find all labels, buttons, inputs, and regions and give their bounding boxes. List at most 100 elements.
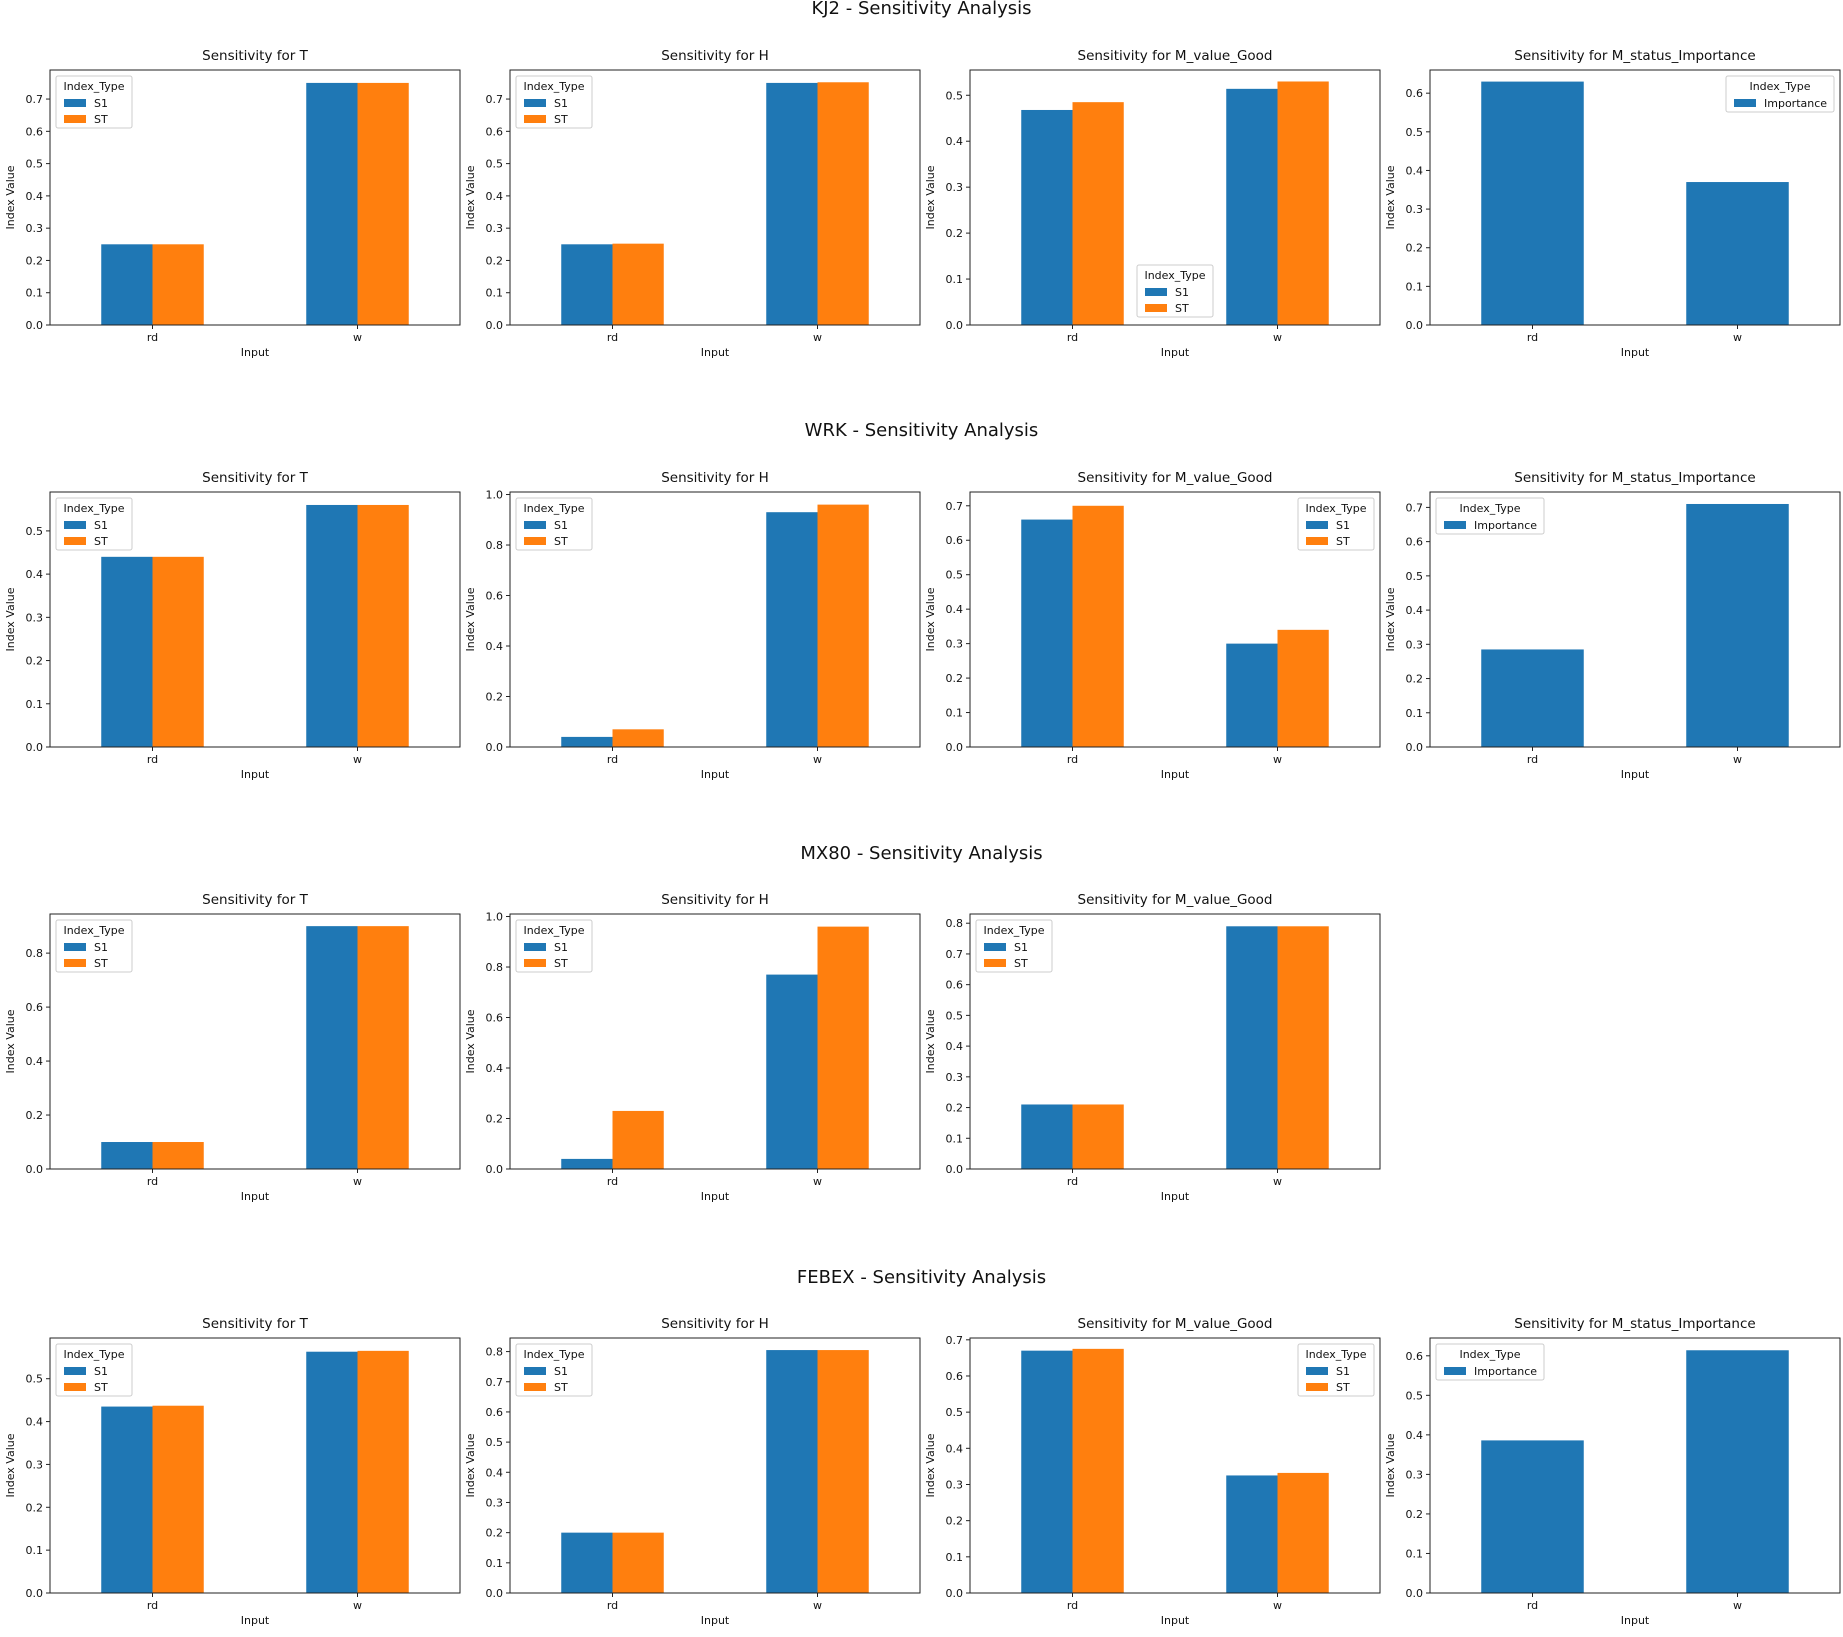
y-tick-label: 0.7 (486, 93, 504, 106)
y-tick-label: 0.4 (26, 190, 44, 203)
y-tick-label: 0.2 (1406, 673, 1424, 686)
chart-panel: Sensitivity for H rd w 0.0 0.1 0.2 0.3 0.4 0.5 0.… (462, 1310, 926, 1637)
bar-st-w (1277, 1472, 1329, 1593)
x-axis-label: Input (1621, 768, 1650, 781)
y-tick-label: 0.4 (946, 1040, 964, 1053)
legend-entry: Importance (1764, 97, 1827, 110)
x-axis-label: Input (241, 1190, 270, 1203)
y-tick-label: 0.3 (26, 611, 44, 624)
y-axis-label: Index Value (1384, 1433, 1397, 1497)
bar-s1-w (1226, 926, 1278, 1169)
y-tick-label: 0.8 (486, 1346, 504, 1359)
y-axis-label: Index Value (924, 1009, 937, 1073)
bar-s1-rd (101, 556, 153, 747)
y-tick-label: 0.2 (26, 1109, 44, 1122)
x-axis-label: Input (701, 346, 730, 359)
bar-st-rd (1072, 102, 1124, 325)
legend-swatch (1444, 521, 1466, 529)
legend-swatch (984, 959, 1006, 967)
bar-importance-w (1686, 182, 1789, 325)
y-tick-label: 0.3 (946, 181, 964, 194)
x-axis-label: Input (1621, 1614, 1650, 1627)
legend-swatch (64, 1383, 86, 1391)
chart-panel: Sensitivity for H rd w 0.0 0.1 0.2 0.3 0.4 0.5 0.… (462, 42, 926, 369)
legend: Index_Type S1 ST (55, 1343, 133, 1397)
legend: Index_Type S1 ST (515, 1343, 593, 1397)
bar-s1-rd (101, 1142, 153, 1169)
bar-s1-rd (1021, 1350, 1073, 1593)
legend-entry: ST (94, 957, 108, 970)
y-tick-label: 0.0 (946, 1587, 964, 1600)
y-tick-label: 0.2 (486, 1527, 504, 1540)
y-axis-label: Index Value (1384, 587, 1397, 651)
y-tick-label: 0.3 (486, 1496, 504, 1509)
legend-title: Index_Type (983, 924, 1044, 937)
x-tick-label: w (1273, 1175, 1282, 1188)
legend-entry: S1 (94, 941, 108, 954)
x-tick-label: rd (607, 753, 618, 766)
x-tick-label: w (353, 331, 362, 344)
y-tick-label: 0.1 (946, 1132, 964, 1145)
bar-st-w (1277, 926, 1329, 1169)
chart-svg: Sensitivity for H rd w 0.0 0.1 0.2 0.3 0.4 0.5 0.… (464, 48, 921, 359)
legend-swatch (524, 115, 546, 123)
bar-s1-w (766, 82, 818, 325)
y-tick-label: 0.4 (1406, 164, 1424, 177)
legend-entry: ST (554, 535, 568, 548)
y-tick-label: 0.0 (26, 1163, 44, 1176)
legend-entry: Importance (1474, 1365, 1537, 1378)
y-tick-label: 0.2 (946, 672, 964, 685)
y-tick-label: 0.2 (26, 1501, 44, 1514)
bar-st-rd (612, 243, 664, 325)
y-tick-label: 0.0 (1406, 319, 1424, 332)
y-tick-label: 0.8 (486, 539, 504, 552)
bar-st-w (1277, 81, 1329, 326)
x-tick-label: w (1273, 331, 1282, 344)
bar-s1-w (306, 82, 358, 325)
bar-st-w (817, 1350, 869, 1593)
y-axis-label: Index Value (4, 1433, 17, 1497)
y-tick-label: 0.0 (946, 319, 964, 332)
panel-title: Sensitivity for M_status_Importance (1514, 1316, 1755, 1332)
y-tick-label: 0.2 (26, 254, 44, 267)
x-tick-label: rd (147, 753, 158, 766)
legend: Index_Type S1 ST (1297, 497, 1375, 551)
bar-st-w (817, 926, 869, 1169)
chart-panel: Sensitivity for T rd w 0.0 0.1 0.2 0.3 0.4 0.5 0.… (2, 42, 466, 369)
chart-svg: Sensitivity for H rd w 0.0 0.2 0.4 0.6 0.8 1.0 In… (464, 470, 921, 781)
x-tick-label: rd (1067, 331, 1078, 344)
legend-swatch (64, 99, 86, 107)
y-axis-label: Index Value (4, 1009, 17, 1073)
bar-st-w (357, 82, 409, 325)
y-axis-label: Index Value (464, 587, 477, 651)
bar-s1-w (306, 504, 358, 747)
bar-st-w (357, 504, 409, 747)
y-tick-label: 1.0 (486, 911, 504, 924)
y-tick-label: 0.3 (1406, 638, 1424, 651)
legend-title: Index_Type (1305, 1348, 1366, 1361)
legend-title: Index_Type (1305, 502, 1366, 515)
y-tick-label: 0.0 (486, 1163, 504, 1176)
y-tick-label: 0.5 (26, 525, 44, 538)
y-tick-label: 0.4 (1406, 604, 1424, 617)
y-tick-label: 0.6 (946, 1370, 964, 1383)
x-axis-label: Input (241, 1614, 270, 1627)
chart-svg: Sensitivity for T rd w 0.0 0.1 0.2 0.3 0.4 0.5 In… (4, 470, 461, 781)
chart-panel: Sensitivity for M_value_Good rd w 0.0 0.1 0.2… (922, 42, 1386, 369)
chart-svg: Sensitivity for H rd w 0.0 0.1 0.2 0.3 0.4 0.5 0.… (464, 1316, 921, 1627)
bar-importance-w (1686, 503, 1789, 747)
bar-s1-rd (561, 1532, 613, 1593)
legend-title: Index_Type (63, 80, 124, 93)
legend-swatch (524, 959, 546, 967)
legend-swatch (64, 537, 86, 545)
y-tick-label: 0.6 (486, 590, 504, 603)
y-tick-label: 0.2 (946, 1515, 964, 1528)
x-tick-label: w (1733, 331, 1742, 344)
bar-s1-rd (101, 1406, 153, 1593)
legend-title: Index_Type (1144, 269, 1205, 282)
legend-swatch (524, 537, 546, 545)
x-tick-label: rd (147, 331, 158, 344)
legend-swatch (1734, 99, 1756, 107)
y-tick-label: 0.3 (946, 1478, 964, 1491)
